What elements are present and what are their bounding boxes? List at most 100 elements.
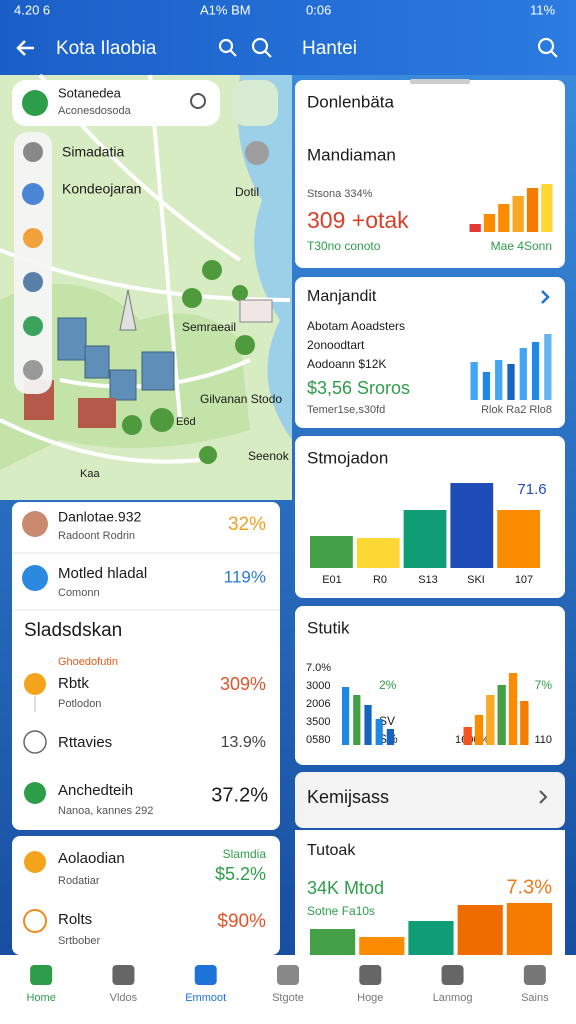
- nav-icon[interactable]: [194, 965, 217, 985]
- bar: [356, 538, 400, 568]
- x-tick-label: R0: [373, 574, 387, 586]
- card-big-value: 34K Mtod: [307, 878, 384, 898]
- x-tick-label: E01: [322, 574, 342, 586]
- item-subtitle: Srtbober: [58, 935, 101, 947]
- header-bar: [0, 0, 576, 75]
- card-label: Stsona 334%: [307, 188, 373, 200]
- bar: [506, 903, 552, 955]
- status-time: 0:06: [306, 2, 331, 17]
- item-title: Danlotae.932: [58, 509, 142, 525]
- card-value: 7.3%: [506, 876, 552, 898]
- section-title: Sladsdskan: [24, 620, 122, 641]
- nav-icon[interactable]: [112, 965, 135, 985]
- bar: [386, 729, 394, 745]
- x-tick-label: SKI: [467, 574, 485, 586]
- card-sub: Sotne Fa10s: [307, 904, 375, 918]
- card-foot: Temer1se,s30fd: [307, 404, 385, 416]
- back-button[interactable]: [16, 40, 34, 56]
- bar: [470, 362, 478, 400]
- map-label: Dotil: [235, 185, 259, 199]
- search-icon[interactable]: [218, 37, 558, 58]
- item-subtitle: Radoont Rodrin: [58, 530, 135, 542]
- bar: [375, 719, 383, 745]
- search-icon[interactable]: [190, 93, 206, 109]
- nav-label[interactable]: Home: [26, 992, 55, 1004]
- item-value: 37.2%: [211, 784, 268, 806]
- item-value: 13.9%: [221, 734, 266, 751]
- status-icons: A1% BM: [200, 2, 251, 17]
- nav-icon[interactable]: [277, 965, 299, 985]
- bar: [342, 687, 350, 745]
- card-line: Abotam Aoadsters: [307, 319, 405, 333]
- bar: [474, 715, 484, 745]
- nav-icon[interactable]: [523, 965, 546, 985]
- bar: [482, 372, 491, 400]
- item-value: 32%: [228, 514, 266, 535]
- map-label: Gilvanan Stodo: [200, 392, 282, 406]
- card-title: Stutik: [307, 618, 350, 637]
- drag-handle: [410, 79, 470, 84]
- card-foot: Rlok Ra2 Rlo8: [481, 404, 552, 416]
- item-subtitle: Comonn: [58, 587, 100, 599]
- map-sidebar: [14, 132, 52, 394]
- item-value: 309%: [220, 674, 266, 694]
- nav-icon[interactable]: [30, 965, 53, 985]
- bar: [403, 510, 447, 568]
- item-value: $5.2%: [215, 864, 266, 884]
- bar: [469, 224, 481, 232]
- chevron[interactable]: [541, 290, 550, 304]
- y-tick-label: 7.0%: [306, 662, 331, 674]
- nav-label[interactable]: Sains: [521, 992, 549, 1004]
- nav-label[interactable]: Vldos: [110, 992, 138, 1004]
- chevron[interactable]: [539, 790, 548, 804]
- item-value: 119%: [224, 567, 266, 586]
- item-title: Anchedteih: [58, 782, 133, 799]
- map-label: Kaa: [80, 468, 100, 480]
- sidebar-icons: [22, 142, 44, 380]
- search-box[interactable]: [12, 80, 220, 126]
- item-value: $90%: [217, 911, 266, 932]
- nav-label[interactable]: Hoge: [357, 992, 383, 1004]
- bar: [450, 483, 494, 568]
- card-line: Aodoann $12K: [307, 357, 386, 371]
- map-label: E6d: [176, 416, 196, 428]
- card-big-value: $3,56 Sroros: [307, 378, 410, 398]
- card-line: 2onoodtart: [307, 338, 365, 352]
- y-tick-label: 3500: [306, 716, 330, 728]
- y-tick-label: 3000: [306, 680, 330, 692]
- item-icon: [22, 511, 48, 537]
- card-foot: Mae 4Sonn: [491, 239, 552, 253]
- item-icon: [23, 730, 47, 754]
- item-subtitle: Nanoa, kannes 292: [58, 805, 153, 817]
- item-title: Aolaodian: [58, 850, 125, 867]
- map-tool-button[interactable]: [232, 80, 278, 126]
- card-title: Tutoak: [307, 842, 356, 859]
- nav-icon[interactable]: [441, 965, 464, 985]
- stat-card[interactable]: [295, 80, 565, 268]
- card-big-value: 309 +otak: [307, 207, 409, 233]
- nav-label[interactable]: Stgote: [272, 992, 304, 1004]
- x-tick-label: S13: [418, 574, 438, 586]
- item-icon: [24, 673, 46, 695]
- nav-label[interactable]: Lanmog: [433, 992, 473, 1004]
- bar: [364, 705, 372, 745]
- list-card: [12, 836, 280, 955]
- bar: [497, 510, 540, 568]
- y-tick-label: 0580: [306, 734, 330, 746]
- section-row[interactable]: [295, 772, 565, 828]
- item-icon: [22, 565, 48, 591]
- item-icon: [23, 909, 47, 933]
- item-icon: [24, 782, 46, 804]
- card-title: Manjandit: [307, 288, 377, 305]
- item-title: Rolts: [58, 911, 92, 928]
- header-title-right: Hantei: [302, 38, 357, 59]
- list-card: [12, 502, 280, 830]
- item-title: Motled hladal: [58, 565, 147, 582]
- item-icon: [24, 851, 46, 873]
- x-tick-label: 107: [515, 574, 533, 586]
- y-tick-label: 2006: [306, 698, 330, 710]
- bar: [531, 342, 540, 400]
- nav-icon[interactable]: [359, 965, 382, 985]
- item-subtitle: Potlodon: [58, 698, 101, 710]
- nav-label[interactable]: Emmoot: [185, 992, 226, 1004]
